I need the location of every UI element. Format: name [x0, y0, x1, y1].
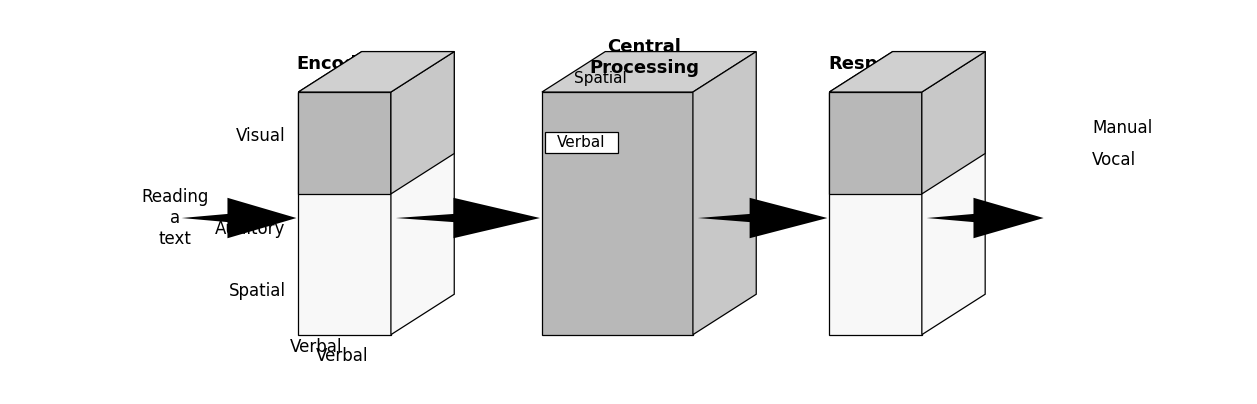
Polygon shape: [454, 198, 541, 238]
Text: Verbal: Verbal: [289, 338, 342, 356]
Polygon shape: [830, 92, 921, 335]
Polygon shape: [298, 92, 391, 335]
Polygon shape: [542, 52, 757, 92]
Polygon shape: [921, 52, 985, 194]
Text: Reading
a
text: Reading a text: [141, 188, 209, 248]
Polygon shape: [391, 52, 454, 194]
Polygon shape: [298, 52, 454, 92]
Polygon shape: [973, 198, 1043, 238]
FancyBboxPatch shape: [544, 133, 618, 153]
Text: Responding: Responding: [828, 55, 948, 73]
Polygon shape: [830, 52, 985, 92]
Text: Verbal: Verbal: [557, 135, 606, 150]
Text: Visual: Visual: [236, 126, 285, 145]
Polygon shape: [298, 52, 454, 92]
Text: Spatial: Spatial: [574, 71, 627, 86]
Text: Verbal: Verbal: [316, 347, 368, 365]
Polygon shape: [830, 92, 921, 194]
Polygon shape: [693, 52, 757, 335]
Text: Central
Processing: Central Processing: [590, 38, 699, 77]
Text: Auditory: Auditory: [215, 220, 285, 238]
Polygon shape: [921, 52, 985, 335]
Polygon shape: [926, 213, 991, 224]
Text: Vocal: Vocal: [1092, 152, 1136, 169]
Text: Spatial: Spatial: [229, 282, 285, 300]
Polygon shape: [181, 213, 245, 224]
Polygon shape: [298, 92, 391, 194]
Text: Manual: Manual: [1092, 119, 1153, 137]
Polygon shape: [391, 52, 454, 335]
Polygon shape: [228, 198, 297, 238]
Polygon shape: [830, 52, 985, 92]
Polygon shape: [749, 198, 827, 238]
Polygon shape: [698, 213, 769, 224]
Text: Encoding: Encoding: [297, 55, 388, 73]
Polygon shape: [542, 92, 693, 335]
Polygon shape: [396, 213, 475, 224]
